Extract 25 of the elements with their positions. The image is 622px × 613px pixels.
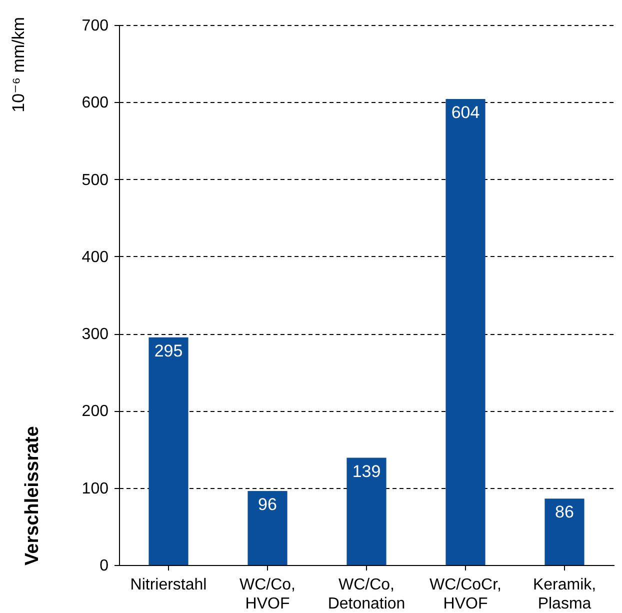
data-label: 295 [154,341,183,360]
bar [248,490,288,565]
text: 10⁻⁶ mm/km [9,17,28,112]
x-tick-label: WC/CoCr, HVOF [430,576,502,612]
y-tick-label: 200 [82,403,109,420]
x-tick-label: WC/Co, HVOF [240,576,296,612]
x-tick-label: WC/Co, Detonation [328,576,406,612]
x-tick-label: Keramik, Plasma [532,576,596,612]
data-label: 139 [352,462,381,481]
data-label: 96 [258,494,277,514]
y-tick-label: 100 [82,480,109,498]
y-tick-label: 400 [82,248,109,266]
x-tick-label: Nitrierstahl [130,576,207,594]
y-tick-label: 0 [100,558,109,574]
data-label: 604 [451,103,480,122]
data-label: 86 [555,502,574,522]
y-tick-label: 700 [82,18,109,34]
bar [446,99,486,565]
y-tick-label: 300 [82,326,109,344]
y-tick-label: 500 [82,172,109,189]
bar [148,337,188,565]
y-axis-title: Verschleissrate [22,426,43,566]
bar [346,458,386,565]
bar [544,498,584,565]
y-tick-label: 600 [82,94,109,112]
